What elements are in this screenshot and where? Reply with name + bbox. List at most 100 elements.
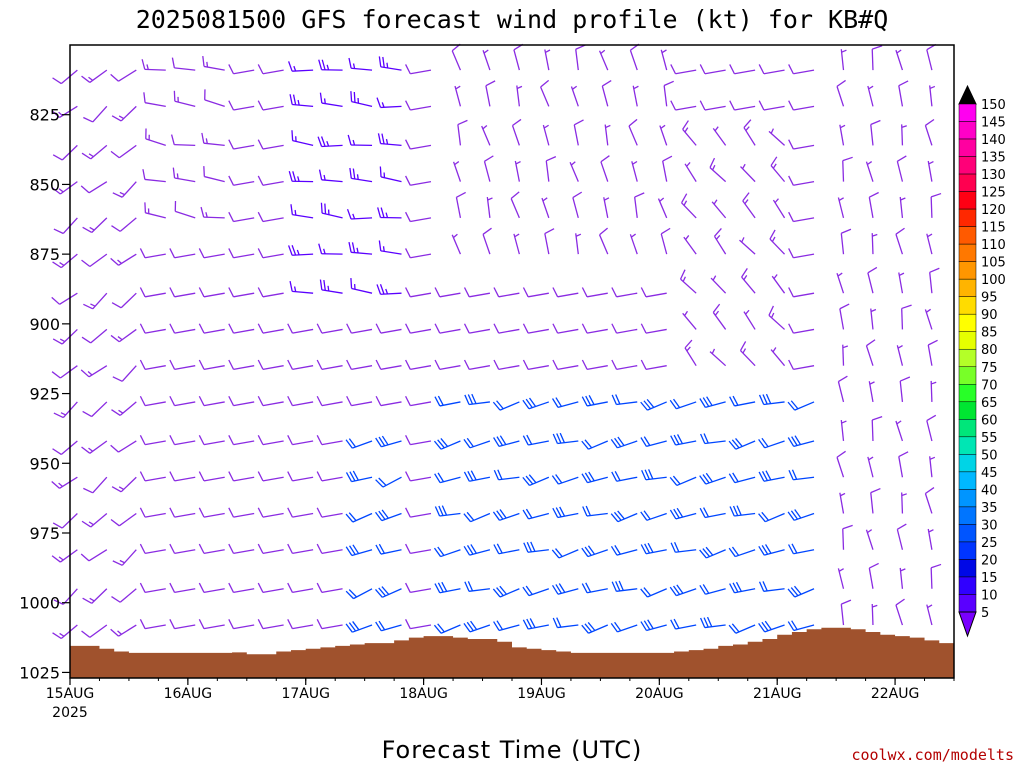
wind-barb (144, 202, 166, 219)
wind-barb (895, 598, 905, 626)
wind-barb (842, 156, 853, 182)
wind-barb (464, 393, 490, 406)
wind-barb (669, 584, 697, 597)
wind-barb (514, 160, 521, 182)
wind-barb (111, 292, 137, 309)
colorbar-label: 140 (981, 133, 1006, 148)
wind-barb (552, 323, 579, 334)
wind-barb (728, 623, 756, 634)
wind-barb (316, 359, 343, 370)
wind-barb (204, 89, 225, 107)
wind-barb (670, 100, 697, 111)
wind-barb (257, 100, 284, 111)
wind-barb (110, 512, 137, 527)
colorbar-swatch (958, 348, 977, 368)
colorbar-swatch (958, 331, 977, 350)
wind-barb (493, 469, 520, 481)
wind-barb (316, 471, 343, 482)
wind-barb (493, 543, 520, 555)
wind-barb (228, 175, 255, 186)
colorbar-label: 120 (981, 203, 1006, 218)
wind-barb (198, 543, 225, 555)
wind-barb (257, 507, 284, 518)
wind-barb (405, 248, 432, 259)
wind-barb (53, 401, 78, 419)
wind-barb (836, 272, 845, 294)
colorbar-swatch (958, 278, 977, 297)
wind-barb (169, 543, 196, 555)
wind-barb (640, 587, 667, 598)
wind-barb (82, 401, 108, 418)
wind-barb (405, 64, 432, 75)
wind-barb (709, 157, 727, 183)
wind-barb (901, 124, 907, 146)
wind-barb (463, 287, 491, 298)
wind-barb (451, 233, 462, 255)
wind-barb (711, 199, 727, 219)
wind-barb (868, 381, 875, 403)
wind-barb (169, 435, 196, 446)
wind-barb (522, 585, 550, 597)
wind-barb (739, 237, 756, 255)
wind-barb (837, 568, 845, 589)
wind-barb (81, 253, 108, 268)
wind-barb (743, 309, 756, 330)
wind-barb (173, 90, 196, 107)
wind-barb (581, 471, 608, 484)
wind-barb (287, 395, 314, 407)
wind-barb (202, 56, 225, 71)
wind-barb (522, 397, 550, 410)
wind-barb (895, 49, 904, 71)
wind-barb (768, 128, 786, 146)
wind-barb (640, 287, 667, 298)
wind-barb (198, 323, 225, 334)
wind-barb (143, 92, 166, 107)
colorbar-swatch (958, 419, 977, 438)
wind-barb (228, 582, 255, 594)
wind-barb (110, 253, 137, 266)
wind-barb (345, 512, 373, 523)
wind-barb (257, 64, 284, 75)
wind-barb (610, 621, 638, 633)
wind-barb (375, 359, 402, 370)
wind-barb (640, 542, 667, 555)
wind-barb (287, 507, 314, 518)
wind-barb (930, 192, 942, 218)
wind-barb (552, 506, 579, 519)
wind-barb (839, 492, 846, 514)
wind-barb (287, 582, 314, 594)
wind-barb (896, 155, 907, 182)
wind-barb (318, 59, 343, 71)
wind-barb (771, 274, 786, 294)
wind-barb (228, 507, 255, 518)
wind-barb (930, 380, 937, 402)
wind-barb (348, 57, 373, 71)
y-tick-label: 1000 (19, 594, 60, 613)
wind-barb (542, 124, 550, 146)
wind-barb (316, 619, 343, 630)
wind-barb (552, 617, 579, 629)
wind-barb (899, 376, 911, 403)
wind-barb (376, 284, 402, 295)
wind-barb (52, 624, 78, 640)
wind-barb (729, 395, 756, 407)
wind-barb (871, 45, 883, 71)
colorbar-label: 80 (981, 343, 998, 358)
wind-barb (628, 118, 638, 146)
x-tick-label: 15AUG (46, 686, 95, 702)
wind-barb (111, 217, 137, 232)
colorbar-legend: 1501451401351301251201151101051009590858… (958, 84, 1006, 638)
wind-barb (634, 192, 645, 218)
wind-barb (729, 64, 756, 75)
wind-barb (787, 400, 815, 411)
wind-barb (257, 359, 284, 370)
wind-barb (926, 604, 933, 626)
wind-barb (611, 359, 638, 370)
wind-barb (788, 175, 815, 186)
wind-barb (837, 375, 848, 403)
wind-barb (713, 228, 727, 255)
wind-barb (257, 139, 284, 150)
wind-barb (52, 144, 78, 161)
wind-barb (198, 471, 225, 482)
colorbar-swatch (958, 454, 977, 473)
